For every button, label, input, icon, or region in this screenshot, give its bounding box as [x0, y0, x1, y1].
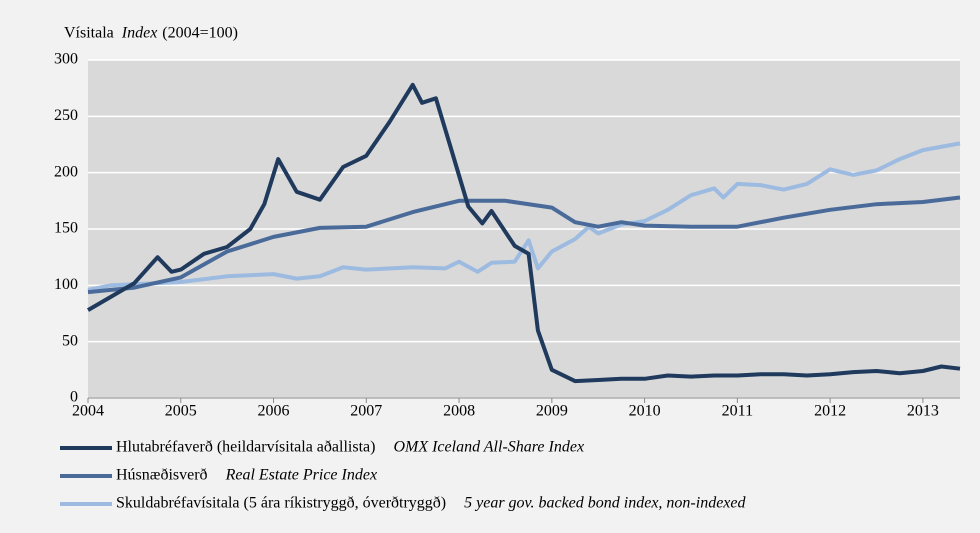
y-tick-label: 100 [54, 276, 78, 293]
x-tick-label: 2005 [165, 403, 197, 420]
y-tick-label: 250 [54, 107, 78, 124]
x-tick-label: 2009 [536, 403, 568, 420]
legend-label: Skuldabréfavísitala (5 ára ríkistryggð, … [116, 495, 446, 512]
legend-label: Húsnæðisverð [116, 467, 208, 484]
x-tick-label: 2012 [814, 403, 846, 420]
x-tick-label: 2010 [629, 403, 661, 420]
x-tick-label: 2013 [907, 403, 939, 420]
x-tick-label: 2011 [722, 403, 753, 420]
series-line [86, 82, 961, 384]
x-tick-label: 2008 [443, 403, 475, 420]
legend-label-en: OMX Iceland All-Share Index [393, 439, 584, 456]
x-tick-label: 2004 [72, 403, 104, 420]
x-tick-label: 2007 [350, 403, 382, 420]
y-axis-label-en: Index [121, 25, 158, 42]
y-tick-label: 150 [54, 220, 78, 237]
y-tick-label: 50 [62, 332, 78, 349]
x-tick-label: 2006 [258, 403, 290, 420]
y-tick-label: 200 [54, 163, 78, 180]
y-axis-label-note: (2004=100) [162, 25, 238, 42]
series-line [87, 195, 961, 295]
series-line [87, 141, 961, 292]
legend-label-en: 5 year gov. backed bond index, non-index… [464, 495, 746, 512]
legend-label-en: Real Estate Price Index [225, 467, 378, 484]
y-axis-label: Vísitala [64, 25, 114, 42]
y-tick-label: 300 [54, 51, 78, 68]
y-tick-label: 0 [70, 389, 78, 406]
legend-label: Hlutabréfaverð (heildarvísitala aðallist… [116, 439, 375, 456]
